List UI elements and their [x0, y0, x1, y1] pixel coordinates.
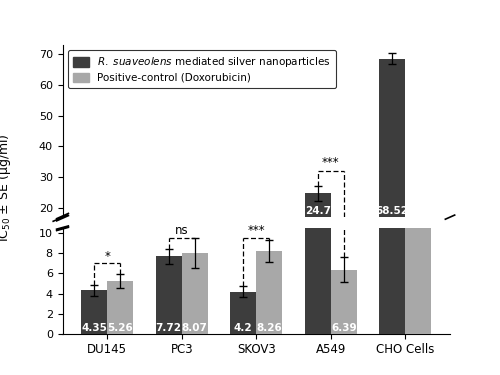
Text: ***: *** [248, 225, 265, 237]
Bar [156, 246, 182, 269]
Bar [379, 59, 406, 269]
Bar [156, 256, 182, 334]
Text: 4.2: 4.2 [234, 323, 252, 333]
Bar [230, 256, 256, 269]
Legend: $\mathit{R.\ suaveolens}$ mediated silver nanoparticles, Positive-control (Doxor: $\mathit{R.\ suaveolens}$ mediated silve… [68, 50, 336, 88]
Text: *: * [104, 250, 110, 262]
Bar [182, 253, 208, 334]
Bar [379, 0, 406, 334]
Bar [304, 86, 331, 334]
Bar [81, 290, 107, 334]
Text: ns: ns [175, 225, 188, 237]
Bar [304, 194, 331, 269]
Text: 6.39: 6.39 [331, 323, 356, 333]
Bar [230, 291, 256, 334]
Text: ***: *** [322, 156, 340, 169]
Bar [81, 256, 107, 269]
Bar [256, 244, 282, 269]
Bar [107, 253, 134, 269]
Bar [406, 223, 431, 269]
Bar [256, 251, 282, 334]
Text: IC$_{50}$ ± SE (μg/ml): IC$_{50}$ ± SE (μg/ml) [0, 133, 14, 242]
Bar [182, 244, 208, 269]
Text: 4.35: 4.35 [81, 323, 107, 333]
Bar [406, 183, 431, 334]
Bar [107, 281, 134, 334]
Text: 7.72: 7.72 [156, 323, 182, 333]
Text: 24.7: 24.7 [304, 206, 330, 216]
Bar [331, 270, 357, 334]
Bar [331, 250, 357, 269]
Text: 68.52: 68.52 [376, 206, 408, 216]
Text: 8.07: 8.07 [182, 323, 208, 333]
Text: 5.26: 5.26 [108, 323, 133, 333]
Text: 15.0: 15.0 [406, 206, 431, 216]
Text: 8.26: 8.26 [256, 323, 282, 333]
